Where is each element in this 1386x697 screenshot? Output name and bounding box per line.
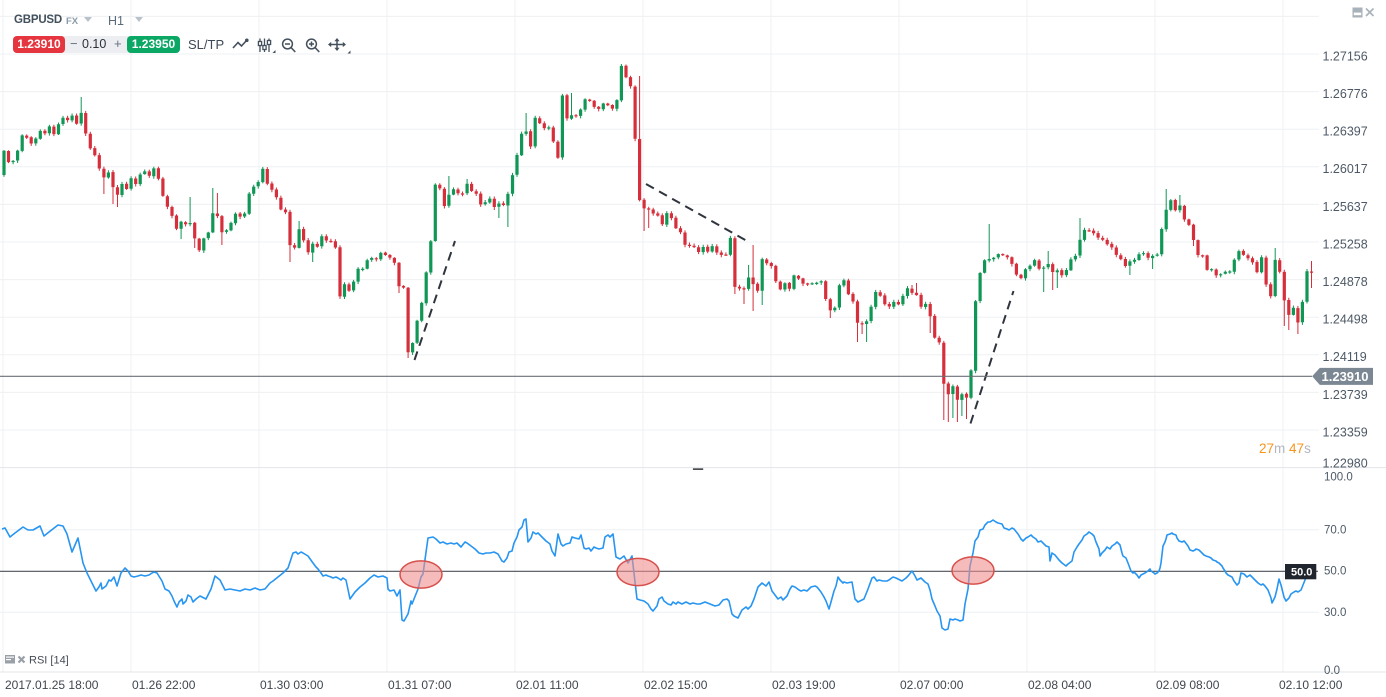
svg-text:RSI [14]: RSI [14] <box>29 655 69 667</box>
svg-text:50.0: 50.0 <box>1324 565 1346 577</box>
svg-text:1.25637: 1.25637 <box>1323 200 1368 214</box>
svg-text:02.09 08:00: 02.09 08:00 <box>1156 678 1220 692</box>
svg-text:1.26397: 1.26397 <box>1323 125 1368 139</box>
svg-text:1.23739: 1.23739 <box>1323 388 1368 402</box>
svg-text:0.0: 0.0 <box>1324 665 1340 677</box>
svg-text:1.27156: 1.27156 <box>1323 49 1368 63</box>
svg-text:1.23910: 1.23910 <box>1322 369 1369 384</box>
svg-text:1.24119: 1.24119 <box>1323 350 1367 364</box>
svg-text:1.25258: 1.25258 <box>1323 237 1368 251</box>
svg-text:02.01 11:00: 02.01 11:00 <box>516 678 579 692</box>
svg-text:02.10 12:00: 02.10 12:00 <box>1279 678 1343 692</box>
svg-text:1.24878: 1.24878 <box>1323 275 1368 289</box>
svg-text:70.0: 70.0 <box>1324 525 1346 537</box>
svg-text:50.0: 50.0 <box>1291 567 1312 579</box>
svg-text:2017.01.25 18:00: 2017.01.25 18:00 <box>5 678 99 692</box>
svg-text:1.22980: 1.22980 <box>1323 456 1368 470</box>
svg-text:01.30 03:00: 01.30 03:00 <box>260 678 324 692</box>
svg-text:100.0: 100.0 <box>1324 471 1353 483</box>
svg-text:27m 47s: 27m 47s <box>1259 441 1311 456</box>
svg-text:1.23359: 1.23359 <box>1323 425 1368 439</box>
svg-text:1.26017: 1.26017 <box>1323 162 1368 176</box>
svg-text:30.0: 30.0 <box>1324 607 1346 619</box>
svg-text:01.26 22:00: 01.26 22:00 <box>132 678 196 692</box>
svg-text:02.02 15:00: 02.02 15:00 <box>644 678 708 692</box>
svg-text:1.26776: 1.26776 <box>1323 87 1368 101</box>
svg-text:1.24498: 1.24498 <box>1323 313 1368 327</box>
svg-text:02.07 00:00: 02.07 00:00 <box>900 678 964 692</box>
svg-text:01.31 07:00: 01.31 07:00 <box>388 678 452 692</box>
svg-text:02.03 19:00: 02.03 19:00 <box>772 678 836 692</box>
svg-text:02.08 04:00: 02.08 04:00 <box>1028 678 1092 692</box>
